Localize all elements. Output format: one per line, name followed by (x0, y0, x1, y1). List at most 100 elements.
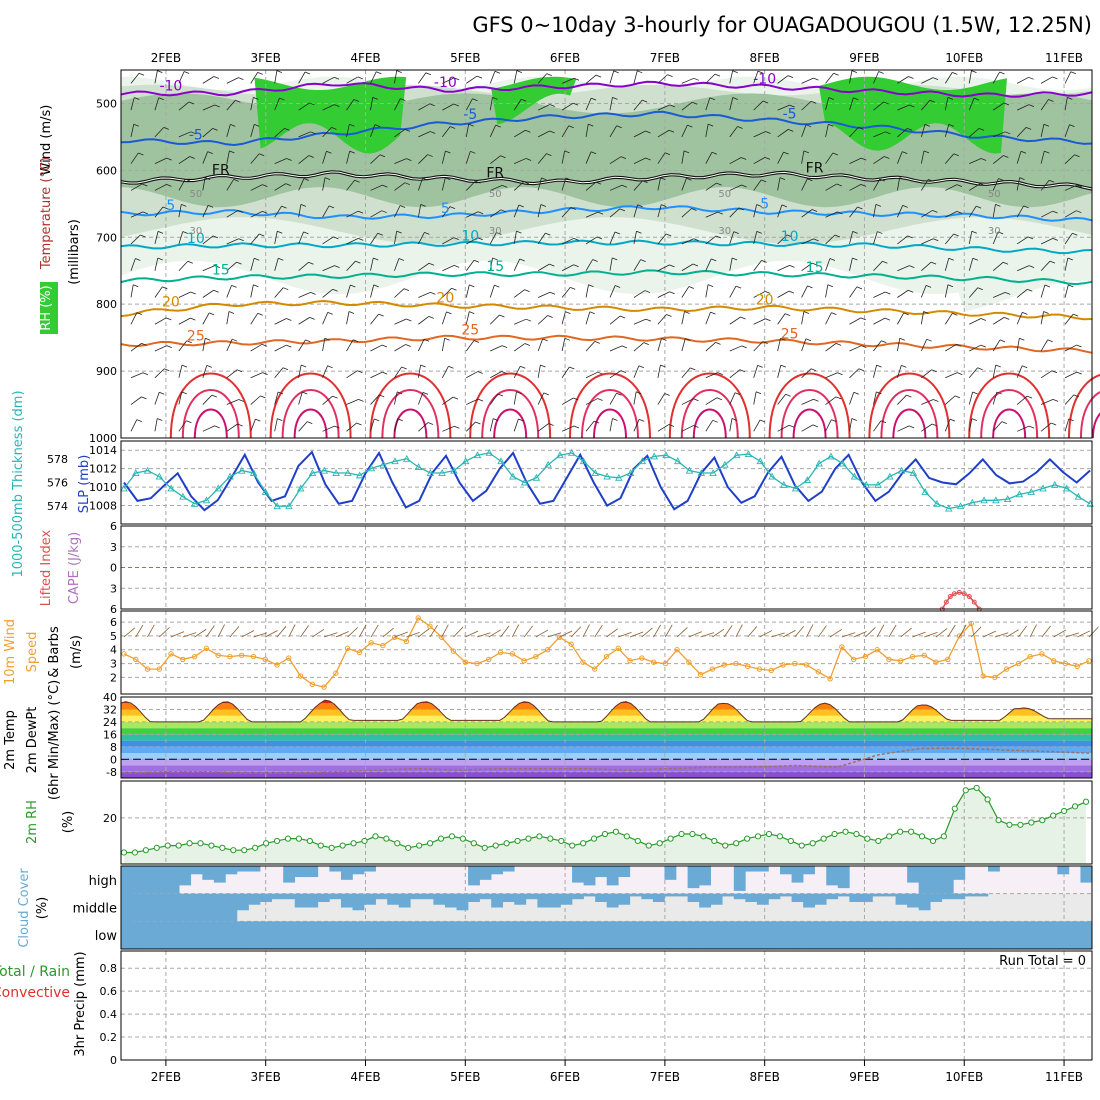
wind-barb-flag (712, 419, 718, 423)
wind-barb-flag (956, 211, 963, 214)
wind-barb (897, 128, 908, 138)
wind-barb-flag (972, 257, 978, 261)
wind-barb-flag (947, 97, 954, 100)
wind-barb (873, 291, 886, 298)
wind10-barb (147, 624, 155, 638)
wind-barb (226, 339, 233, 352)
cloud-bar-low (699, 921, 712, 949)
wind-barb (729, 345, 742, 352)
rh2m-point (601, 830, 609, 838)
cloud-bar-low (144, 921, 157, 949)
cloud-bar-low (537, 921, 550, 949)
wind-barb-flag (472, 98, 478, 102)
wind-barb (873, 231, 878, 245)
wind-barb-flag (300, 204, 306, 207)
wind-barb-flag (780, 337, 786, 341)
wind-barb-flag (668, 129, 675, 133)
wind-barb-flag (1028, 265, 1035, 268)
wind10-barb (700, 632, 715, 638)
cloud-bar-middle (710, 893, 723, 905)
wind-barb (992, 261, 1004, 272)
thickness-point (650, 452, 658, 460)
wind-barb-flag (1043, 311, 1049, 314)
wind-tick-label: 5 (110, 630, 117, 643)
wind-barb (873, 261, 883, 272)
wind-barb (729, 418, 733, 432)
isotherm-label: FR (212, 162, 230, 178)
cloud-bar-low (941, 921, 954, 949)
panel-frame-cloud (120, 865, 1093, 950)
cloud-bar-middle (433, 893, 446, 905)
wind-barb-flag (326, 150, 332, 154)
wind-barb-flag (277, 418, 283, 421)
wind10-point (662, 660, 669, 667)
wind-barb (130, 124, 135, 137)
wind-barb (418, 72, 427, 84)
wind-barb-flag (716, 397, 723, 401)
wind-barb-flag (516, 391, 522, 395)
wind-barb (226, 238, 239, 245)
date-label-top: 7FEB (650, 51, 680, 65)
wind-barb (394, 182, 406, 191)
wind-barb (705, 372, 718, 379)
wind-barb (442, 425, 455, 432)
slp-tick-label: 1014 (89, 444, 117, 457)
wind-barb-flag (642, 180, 648, 184)
wind-barb (968, 418, 973, 432)
rh2m-point (394, 840, 401, 847)
wind-barb-flag (278, 257, 284, 261)
surface-temp-loop (193, 408, 228, 439)
wind10-barb (935, 628, 948, 638)
li-tick-label: 3 (110, 541, 117, 554)
cloud-bar-high (826, 866, 839, 886)
date-label-bottom: 7FEB (650, 1070, 680, 1084)
thickness-point (485, 448, 494, 456)
cloud-bar-high (491, 866, 504, 875)
cloud-bar-low (803, 921, 815, 949)
wind-barb-flag (710, 311, 716, 315)
wind10-point (262, 656, 268, 663)
precip-tick-label: 0.8 (100, 962, 118, 975)
cloud-bar-low (375, 921, 388, 949)
wind-barb-flag (142, 372, 149, 376)
wind10-point (827, 676, 833, 682)
wind-barb-flag (779, 177, 786, 181)
wind-barb-flag (547, 315, 553, 318)
wind-barb (465, 124, 470, 137)
wind-barb-flag (357, 370, 363, 374)
wind-barb (513, 258, 521, 271)
wind-barb-flag (142, 211, 148, 215)
wind-barb (849, 127, 859, 138)
li-tick-label: 3 (110, 582, 117, 595)
cloud-bar-middle (687, 893, 700, 902)
wind-barb (418, 292, 431, 298)
wind-barb-flag (324, 337, 330, 341)
wind-barb-flag (1044, 284, 1051, 288)
panel-bg-slp (121, 441, 1092, 524)
wind10-point (1039, 651, 1045, 657)
wind-barb-flag (212, 235, 219, 239)
wind-barb (609, 370, 622, 379)
wind-barb-flag (645, 157, 651, 161)
rh2m-point (678, 830, 685, 838)
wind-barb-flag (212, 128, 218, 131)
wind-barb-flag (1044, 150, 1050, 154)
wind-barb-flag (373, 284, 379, 288)
wind-barb (130, 284, 134, 298)
rh2m-point (186, 840, 193, 847)
wind10-point (1062, 660, 1069, 667)
wind-barb-flag (302, 391, 308, 395)
wind-barb (418, 154, 428, 164)
wind-barb-flag (852, 257, 858, 261)
wind-barb (825, 396, 837, 405)
cloud-bar-middle (953, 893, 966, 900)
wind-barb (657, 393, 666, 405)
wind-barb (777, 338, 781, 352)
wind-barb-flag (925, 285, 932, 288)
wind-barb (609, 257, 613, 271)
wind-barb (202, 289, 214, 298)
wind-barb (585, 371, 598, 379)
wind-barb-flag (932, 210, 938, 213)
wind-barb (633, 157, 646, 165)
wind-barb-flag (902, 151, 908, 154)
